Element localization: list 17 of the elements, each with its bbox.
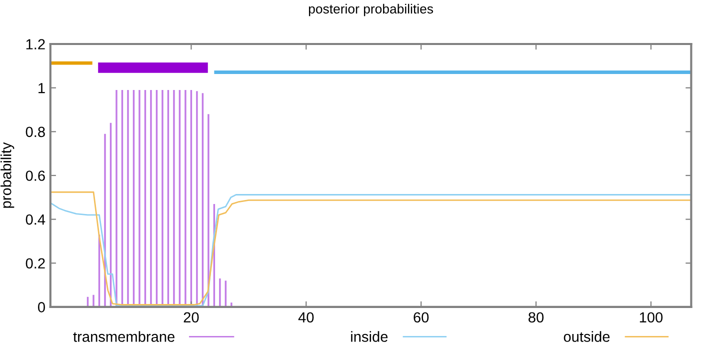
y-tick-label: 0.6 [26,170,45,181]
y-tick-label: 0.2 [26,258,45,269]
legend-label: outside [564,331,610,342]
legend-label: inside [351,331,388,342]
x-tick-label: 20 [184,312,199,323]
y-axis-title: probability [0,142,14,208]
x-tick-label: 100 [640,312,663,323]
y-tick-label: 0.8 [26,126,45,138]
y-tick-label: 0.4 [26,214,46,225]
y-tick-label: 1.2 [26,39,45,50]
x-tick-label: 40 [298,312,314,323]
x-tick-label: 60 [414,312,429,323]
chart-title: posterior probabilities [308,4,434,16]
y-tick-label: 1 [38,83,45,94]
legend-label: transmembrane [73,331,174,342]
y-tick-label: 0 [38,302,45,312]
x-tick-label: 80 [528,312,544,323]
